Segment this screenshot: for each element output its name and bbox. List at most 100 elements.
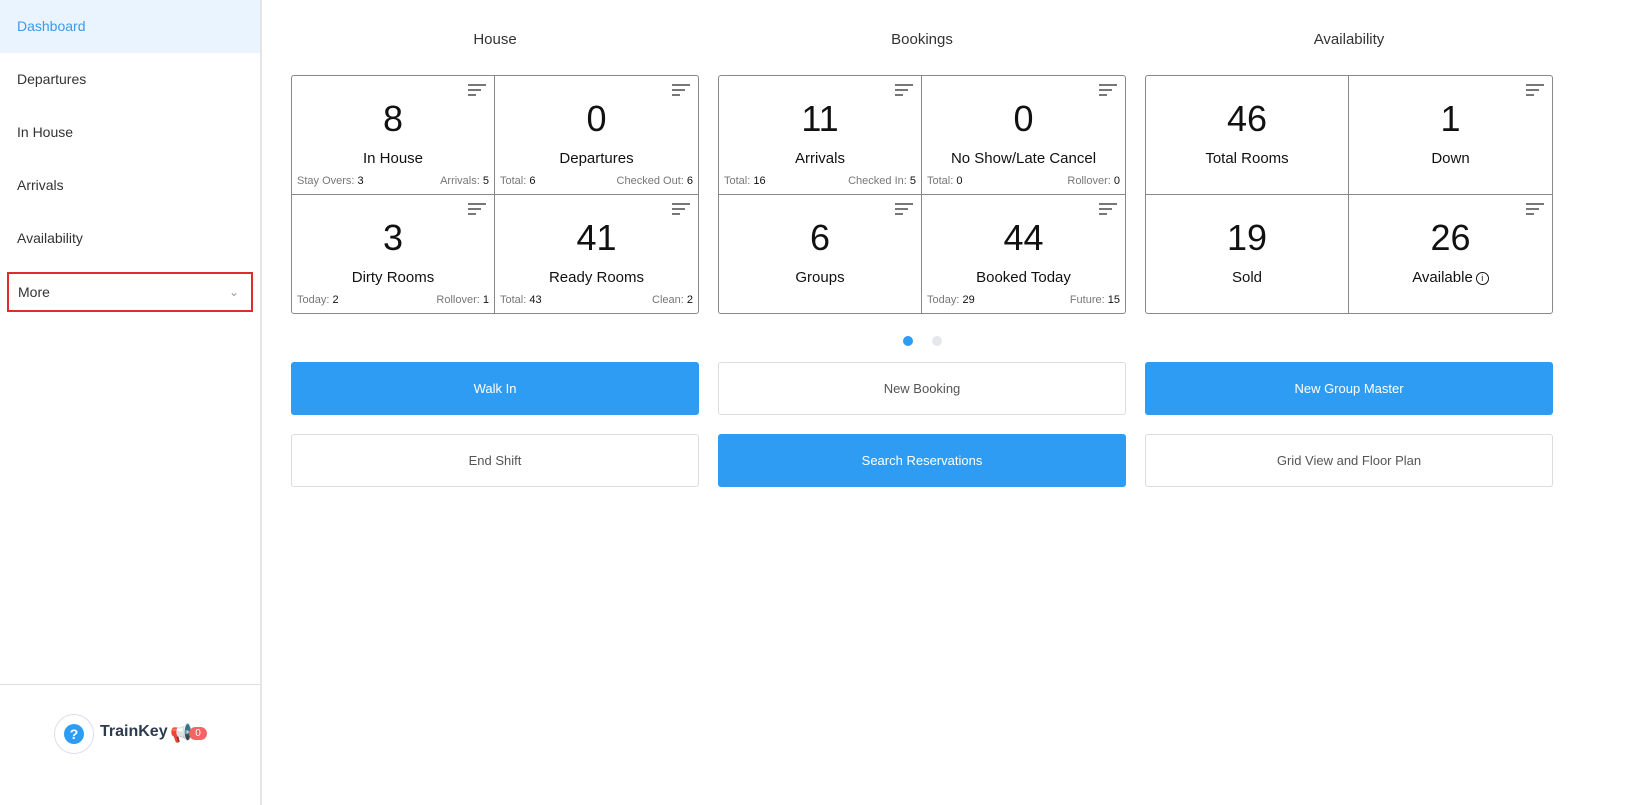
filter-icon[interactable]	[895, 84, 913, 99]
carousel-dot-1[interactable]	[903, 336, 913, 346]
stat-tile[interactable]: 0 No Show/Late Cancel Total: 0 Rollover: 0	[922, 76, 1125, 195]
filter-icon[interactable]	[1526, 84, 1544, 99]
stat-label-text: Groups	[795, 268, 845, 286]
stat-value: 19	[1226, 216, 1268, 258]
sidebar-item-more[interactable]: More ⌄	[7, 272, 253, 312]
grid-view-floor-plan-button[interactable]: Grid View and Floor Plan	[1145, 434, 1553, 487]
filter-icon[interactable]	[1526, 202, 1544, 218]
sidebar-item-dashboard[interactable]: Dashboard	[0, 0, 260, 53]
sidebar: Dashboard Departures In House Arrivals A…	[0, 0, 262, 805]
footer-right-label: Rollover:	[1067, 174, 1111, 187]
footer-left-value: 3	[357, 174, 364, 187]
section-title: Availability	[1313, 31, 1385, 48]
new-booking-button[interactable]: New Booking	[718, 362, 1126, 415]
stat-tile[interactable]: 19 Sold	[1146, 194, 1349, 313]
footer-right-label: Rollover:	[436, 294, 480, 306]
end-shift-button[interactable]: End Shift	[291, 434, 699, 487]
sidebar-item-in-house[interactable]: In House	[17, 124, 74, 140]
filter-icon[interactable]	[672, 202, 690, 218]
carousel-dots	[903, 333, 961, 351]
stat-label: Total Rooms	[1146, 150, 1348, 167]
stat-label: Down	[1349, 150, 1552, 167]
footer-right-value: 5	[909, 174, 916, 187]
stat-footer: Total: 43 Clean: 2	[500, 294, 693, 306]
stat-value: 0	[1013, 98, 1034, 139]
help-button[interactable]: ?	[54, 714, 94, 754]
stat-label: Ready Rooms	[495, 269, 698, 286]
new-group-master-button[interactable]: New Group Master	[1145, 362, 1553, 415]
stat-label-text: Available	[1412, 268, 1473, 286]
filter-icon[interactable]	[468, 202, 486, 218]
footer-right-value: 15	[1107, 294, 1120, 306]
section-title: Bookings	[891, 31, 953, 48]
filter-icon[interactable]	[895, 202, 913, 218]
footer-right-label: Checked Out:	[616, 174, 684, 187]
footer-left-label: Total:	[724, 174, 751, 187]
stat-tile[interactable]: 44 Booked Today Today: 29 Future: 15	[922, 195, 1125, 314]
footer-right-label: Checked In:	[848, 174, 907, 187]
stat-tile[interactable]: 26 Available i	[1349, 195, 1552, 314]
stat-value: 26	[1430, 216, 1471, 258]
stat-tile[interactable]: 1 Down	[1349, 76, 1552, 195]
stat-tile[interactable]: 6 Groups	[719, 194, 922, 313]
stat-label: Groups	[719, 269, 921, 286]
stat-footer: Total: 16 Checked In: 5	[724, 175, 916, 187]
footer-left-label: Stay Overs:	[297, 174, 355, 187]
stat-label: In House	[292, 150, 494, 167]
more-label: More	[18, 284, 50, 300]
section-bookings: Bookings 11 Arrivals Total: 16 Checked In: 5…	[718, 0, 1126, 314]
filter-icon[interactable]	[468, 84, 486, 99]
stat-label-text: In House	[362, 150, 424, 167]
footer-left-label: Today:	[297, 294, 330, 306]
stat-footer: Stay Overs: 3 Arrivals: 5	[297, 175, 489, 187]
sidebar-footer: ? TrainKey 📢 0	[0, 684, 260, 805]
footer-right-label: Arrivals:	[440, 174, 480, 187]
footer-right-value: 1	[482, 294, 489, 306]
stat-label-text: Booked Today	[976, 268, 1071, 286]
footer-left-value: 0	[956, 174, 963, 187]
info-icon[interactable]: i	[1475, 271, 1489, 285]
footer-left-label: Today:	[927, 294, 960, 306]
sidebar-item-availability[interactable]: Availability	[17, 230, 83, 246]
stat-tile[interactable]: 46 Total Rooms	[1146, 76, 1349, 195]
stat-tile[interactable]: 41 Ready Rooms Total: 43 Clean: 2	[495, 195, 698, 314]
stat-footer: Today: 29 Future: 15	[927, 294, 1120, 306]
footer-left-label: Total:	[500, 174, 527, 187]
filter-icon[interactable]	[1099, 202, 1117, 218]
filter-icon[interactable]	[672, 84, 690, 99]
stat-label: Booked Today	[922, 269, 1125, 286]
stat-label: Sold	[1146, 269, 1348, 286]
sidebar-item-arrivals[interactable]: Arrivals	[17, 177, 64, 193]
stats-card: 11 Arrivals Total: 16 Checked In: 5 0 No Show…	[718, 75, 1126, 314]
stat-label-text: Departures	[559, 150, 634, 167]
footer-left-value: 29	[962, 294, 975, 306]
stat-label-text: Arrivals	[794, 150, 845, 167]
stat-tile[interactable]: 0 Departures Total: 6 Checked Out: 6	[495, 76, 698, 195]
stat-tile[interactable]: 11 Arrivals Total: 16 Checked In: 5	[719, 76, 922, 195]
footer-right-label: Clean:	[652, 294, 684, 306]
walk-in-button[interactable]: Walk In	[291, 362, 699, 415]
stat-tile[interactable]: 3 Dirty Rooms Today: 2 Rollover: 1	[292, 194, 495, 313]
stat-label: No Show/Late Cancel	[922, 150, 1125, 167]
footer-left-value: 16	[753, 174, 766, 187]
section-title: House	[473, 31, 517, 48]
filter-icon[interactable]	[1099, 84, 1117, 99]
sidebar-item-departures[interactable]: Departures	[17, 71, 87, 87]
stat-tile[interactable]: 8 In House Stay Overs: 3 Arrivals: 5	[292, 76, 495, 195]
stat-label: Dirty Rooms	[292, 269, 494, 286]
footer-right-value: 6	[686, 174, 693, 187]
chevron-down-icon: ⌄	[228, 285, 239, 299]
stat-value: 41	[576, 216, 617, 258]
question-icon: ?	[64, 724, 84, 744]
section-availability: Availability 46 Total Rooms 1 Down 19 Sold 26 Av…	[1145, 0, 1553, 314]
footer-left-value: 6	[529, 174, 536, 187]
carousel-dot-2[interactable]	[932, 336, 942, 346]
search-reservations-button[interactable]: Search Reservations	[718, 434, 1126, 487]
stat-value: 44	[1003, 216, 1044, 258]
megaphone-icon[interactable]: 📢	[170, 723, 193, 743]
stats-card: 8 In House Stay Overs: 3 Arrivals: 5 0 Depart…	[291, 75, 699, 314]
stat-value: 46	[1226, 98, 1268, 139]
section-house: House 8 In House Stay Overs: 3 Arrivals: 5 0 D…	[291, 0, 699, 314]
stat-label: Arrivals	[719, 150, 921, 167]
stat-value: 6	[809, 216, 831, 258]
